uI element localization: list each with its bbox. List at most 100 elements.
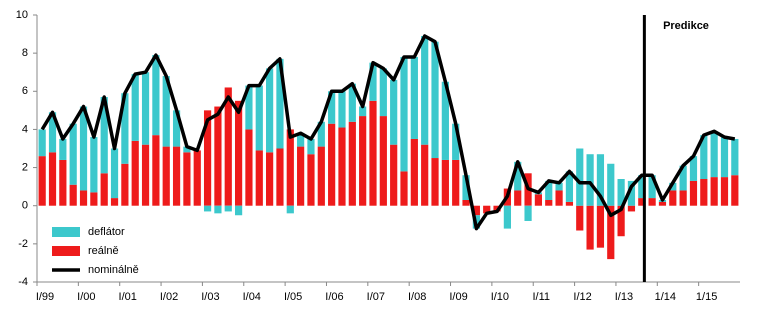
bar: [90, 137, 98, 193]
bar: [720, 177, 729, 206]
bar: [121, 163, 129, 206]
legend-label: nominálně: [88, 264, 139, 276]
bar: [59, 159, 67, 206]
bar: [534, 194, 543, 206]
bar: [214, 106, 222, 206]
bar: [38, 156, 46, 206]
bar: [648, 198, 656, 206]
bar: [172, 146, 181, 206]
bar: [162, 76, 170, 147]
bar: [369, 100, 377, 206]
bar: [286, 129, 294, 206]
bar: [545, 199, 553, 206]
x-tick-label: 1/14: [655, 291, 676, 303]
bar: [700, 135, 708, 180]
bar: [141, 72, 150, 145]
bar: [379, 68, 387, 117]
bar: [286, 205, 294, 214]
bar: [400, 171, 408, 206]
bar: [100, 97, 108, 174]
bar: [276, 58, 284, 149]
legend-label: reálně: [88, 245, 119, 257]
bar: [565, 171, 574, 202]
y-tick-label: 8: [22, 47, 28, 59]
x-tick-label: I/02: [160, 291, 178, 303]
bar: [348, 121, 356, 206]
y-tick-label: -4: [18, 276, 28, 288]
bar: [410, 138, 418, 206]
y-tick-label: 10: [16, 9, 28, 21]
x-tick-label: I/12: [573, 291, 591, 303]
bar: [596, 205, 605, 248]
bar: [307, 154, 315, 206]
bar: [400, 56, 408, 172]
bar: [214, 205, 222, 214]
bar: [545, 180, 553, 200]
y-tick-label: 0: [22, 200, 28, 212]
bar: [131, 74, 139, 141]
bar: [410, 56, 418, 139]
bar: [379, 116, 387, 206]
bar: [234, 205, 243, 216]
bar: [224, 205, 232, 212]
x-tick-label: I/07: [367, 291, 385, 303]
bar: [255, 85, 263, 151]
bar: [276, 148, 284, 206]
bar: [669, 182, 677, 191]
bar: [679, 165, 687, 191]
bar: [255, 150, 263, 206]
bar: [162, 146, 170, 206]
bar: [462, 175, 470, 200]
bar: [234, 100, 243, 206]
bar: [90, 192, 98, 206]
bar: [679, 190, 687, 206]
bar: [441, 159, 449, 206]
legend-swatch: [52, 227, 80, 237]
bar: [266, 152, 274, 206]
bar: [710, 177, 718, 206]
bar: [514, 190, 522, 206]
bar: [617, 179, 625, 206]
bar: [731, 175, 739, 206]
bar: [338, 127, 346, 206]
bar: [607, 163, 615, 206]
bar: [348, 83, 356, 122]
bar: [462, 199, 470, 206]
x-tick-label: I/01: [119, 291, 137, 303]
x-tick-label: 1/15: [696, 291, 717, 303]
bar: [317, 121, 325, 147]
bar: [452, 159, 460, 206]
x-tick-label: I/04: [243, 291, 261, 303]
bar: [576, 205, 584, 231]
x-tick-label: I/10: [491, 291, 509, 303]
bar: [369, 62, 377, 101]
bar: [421, 35, 429, 145]
bar: [245, 85, 253, 130]
bar: [472, 205, 480, 216]
bar: [431, 158, 439, 206]
x-tick-label: I/08: [408, 291, 426, 303]
bar: [627, 180, 636, 206]
bar: [152, 135, 160, 206]
x-tick-label: I/06: [325, 291, 343, 303]
bar: [183, 152, 191, 206]
legend-label: deflátor: [88, 226, 125, 238]
x-tick-label: I/11: [532, 291, 550, 303]
bar: [203, 205, 212, 212]
bar: [224, 87, 232, 206]
annotation: Predikce: [663, 20, 709, 32]
bar: [110, 148, 119, 199]
x-tick-label: I/99: [36, 291, 54, 303]
bar: [297, 133, 305, 147]
bar: [193, 150, 201, 206]
bar: [79, 190, 88, 206]
bar: [183, 146, 191, 153]
bar: [689, 180, 698, 206]
x-tick-label: I/05: [284, 291, 302, 303]
bar: [48, 152, 57, 206]
bar: [731, 138, 739, 176]
x-tick-label: I/13: [615, 291, 633, 303]
bar: [648, 175, 656, 199]
bar: [131, 140, 139, 206]
